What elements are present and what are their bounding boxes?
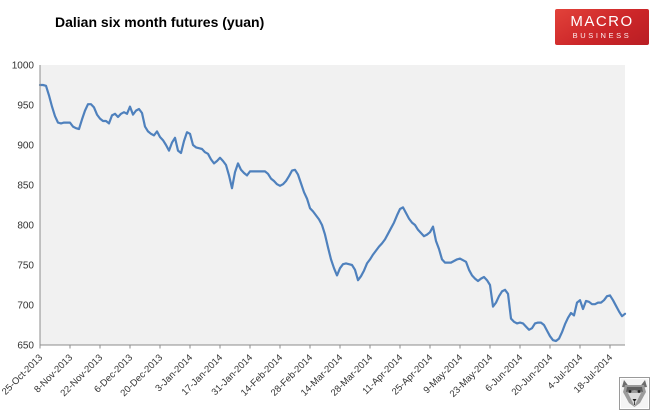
plot-area [40, 65, 625, 345]
logo-text-business: BUSINESS [572, 31, 632, 41]
logo-text-macro: MACRO [570, 13, 634, 31]
macrobusiness-logo: MACRO BUSINESS [555, 9, 649, 45]
chart-title: Dalian six month futures (yuan) [55, 14, 265, 30]
y-axis-tick-label: 950 [17, 101, 34, 112]
price-line [38, 83, 627, 343]
y-axis-tick-label: 800 [17, 221, 34, 232]
y-axis-tick-label: 850 [17, 181, 34, 192]
y-axis-tick-label: 700 [17, 301, 34, 312]
y-axis-tick-label: 900 [17, 141, 34, 152]
y-axis-tick-label: 650 [17, 341, 34, 352]
wolf-avatar [619, 377, 650, 410]
wolf-face-icon [621, 379, 648, 408]
y-axis-tick-label: 1000 [12, 61, 35, 72]
y-axis-tick-label: 750 [17, 261, 34, 272]
